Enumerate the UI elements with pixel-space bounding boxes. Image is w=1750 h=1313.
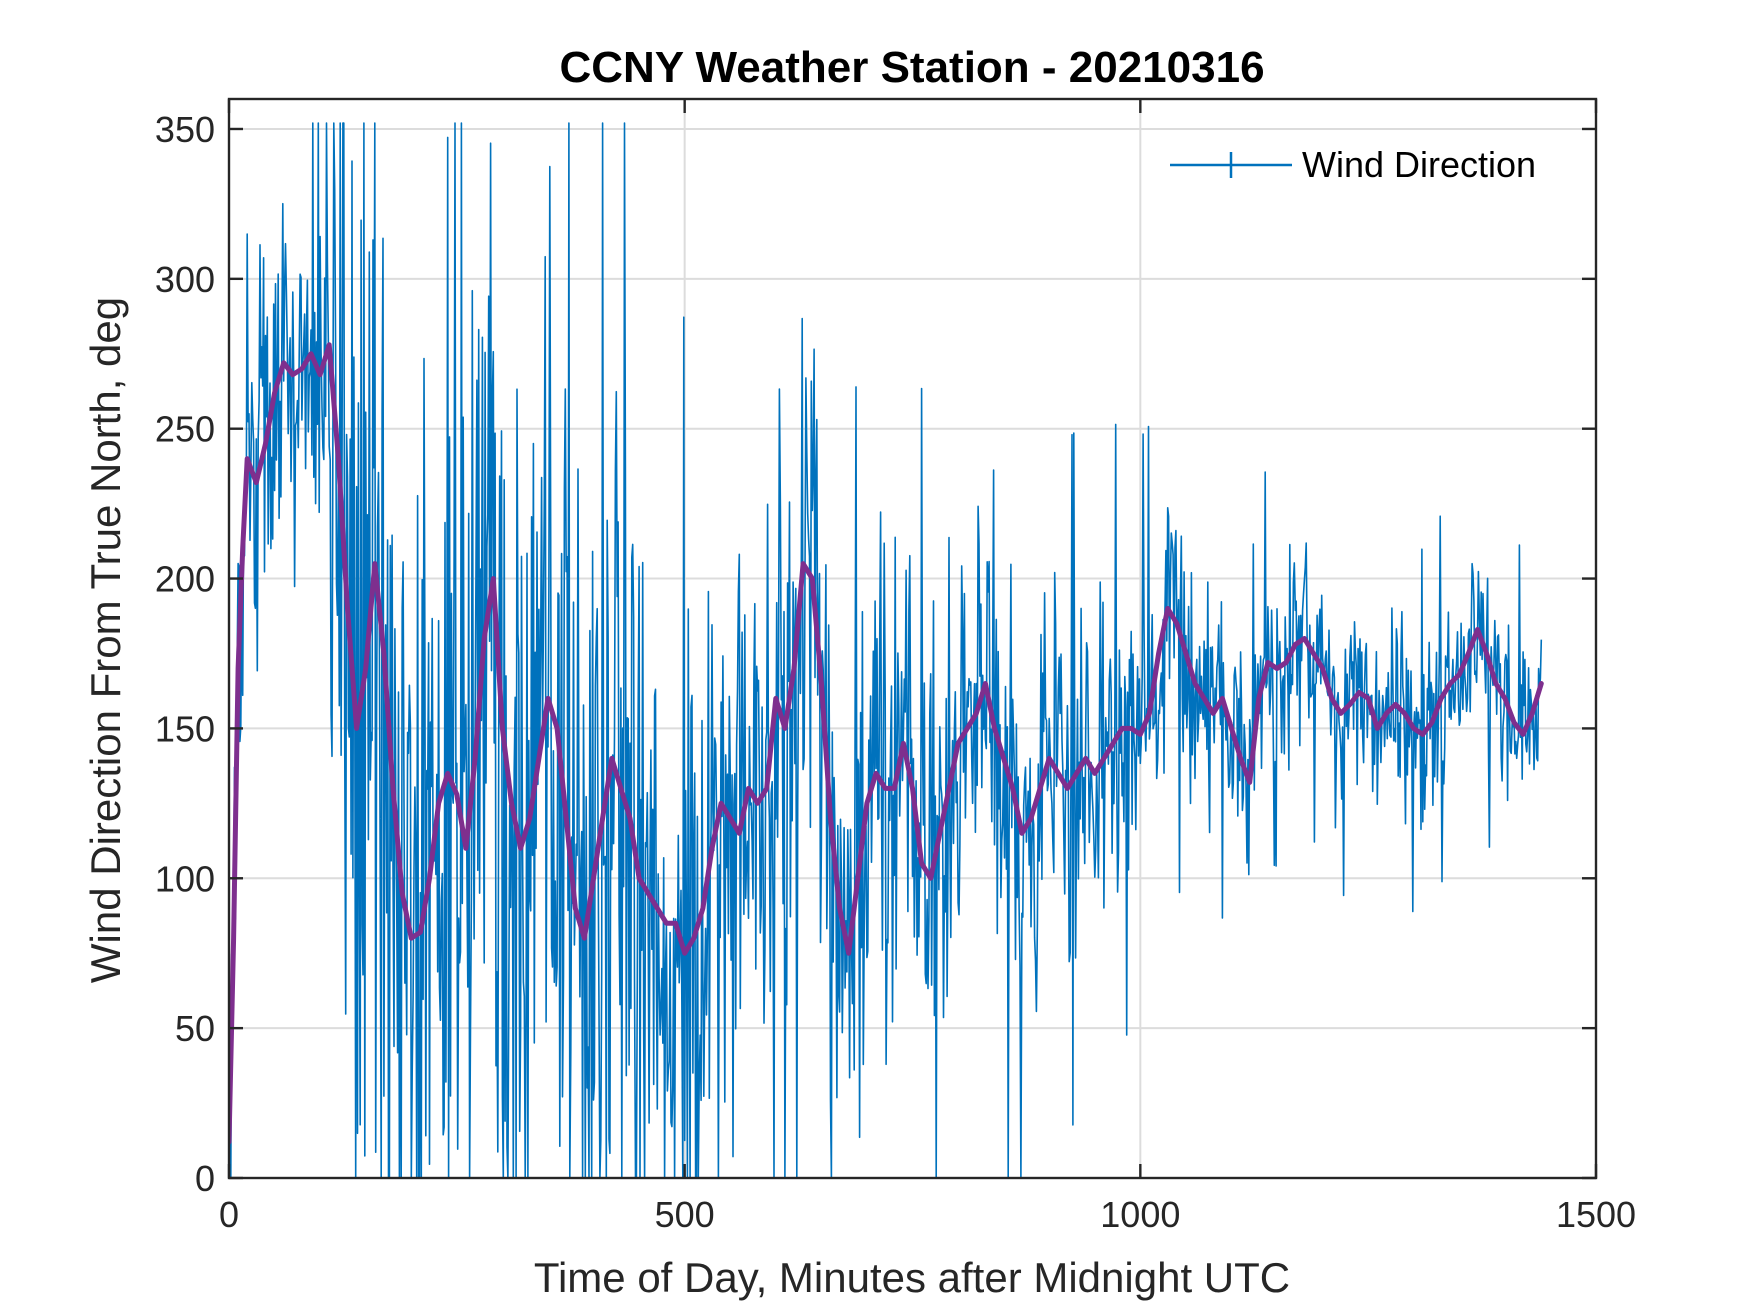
series-line-smoothed [229, 342, 1544, 1145]
series-layer [229, 122, 1544, 1178]
tick-labels: 0 500 1000 1500 0 50 100 150 200 250 300 350 [155, 109, 1636, 1235]
y-tick-label: 350 [155, 109, 215, 150]
plot-frame [227, 97, 1598, 1180]
legend-label-wind-direction: Wind Direction [1302, 144, 1536, 185]
x-tick-label: 500 [655, 1194, 715, 1235]
legend: Wind Direction [1160, 138, 1552, 198]
x-tick-label: 1000 [1100, 1194, 1180, 1235]
y-axis-label: Wind Direction From True North, deg [82, 297, 129, 983]
y-tick-label: 250 [155, 409, 215, 450]
x-tick-label: 1500 [1556, 1194, 1636, 1235]
legend-box [1160, 138, 1552, 198]
chart-title: CCNY Weather Station - 20210316 [559, 43, 1264, 92]
y-tick-label: 0 [195, 1158, 215, 1199]
y-tick-label: 100 [155, 858, 215, 899]
y-tick-label: 300 [155, 259, 215, 300]
y-tick-label: 200 [155, 559, 215, 600]
y-tick-label: 150 [155, 708, 215, 749]
x-tick-label: 0 [219, 1194, 239, 1235]
y-tick-label: 50 [175, 1008, 215, 1049]
series-line-wind-direction [229, 122, 1543, 1178]
ticks [227, 99, 1598, 1180]
x-axis-label: Time of Day, Minutes after Midnight UTC [534, 1254, 1290, 1301]
grid [229, 99, 1596, 1178]
